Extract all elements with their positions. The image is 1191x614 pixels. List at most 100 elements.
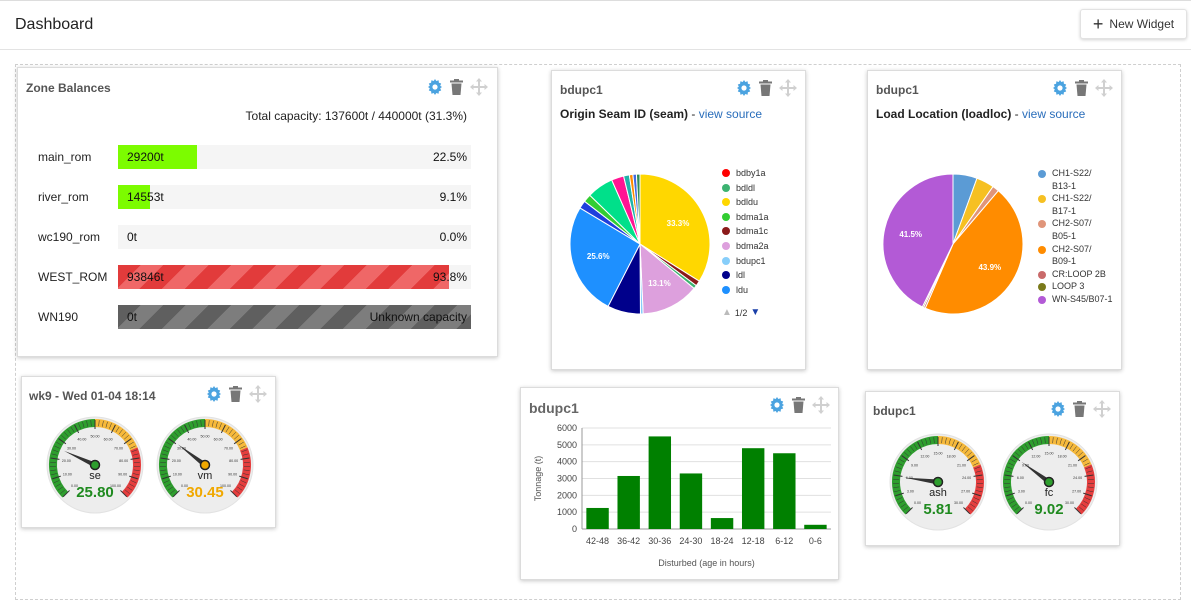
legend-item[interactable]: CR:LOOP 2B (1038, 268, 1113, 281)
pie-slice[interactable] (924, 190, 1024, 315)
bar[interactable] (773, 453, 796, 529)
gauge-tick (162, 475, 171, 480)
move-icon[interactable] (1093, 400, 1111, 418)
gauge-tick (121, 432, 126, 437)
legend-item[interactable]: CH1-S22/B17-1 (1038, 192, 1113, 217)
pager-down-icon[interactable]: ▼ (750, 307, 761, 318)
move-icon[interactable] (470, 78, 488, 96)
zone-name: main_rom (38, 150, 92, 164)
zone-fill (118, 265, 450, 289)
legend-item[interactable]: bdupc1 (722, 254, 769, 269)
gauge-name: se (89, 470, 101, 482)
gauge-tick (233, 438, 242, 445)
legend-item[interactable]: bdma1a (722, 210, 769, 225)
pie-slice[interactable] (639, 242, 695, 315)
gauge-band (964, 464, 984, 515)
gauge-tick (907, 449, 912, 454)
gauge-tick (1052, 437, 1054, 444)
gear-icon[interactable] (206, 386, 222, 402)
y-tick-label: 2000 (557, 490, 577, 500)
gauge-tick (52, 449, 59, 453)
trash-icon[interactable] (1073, 401, 1086, 417)
bar[interactable] (804, 524, 827, 529)
legend-item[interactable]: LOOP 3 (1038, 280, 1113, 293)
legend-item[interactable]: bdma1c (722, 224, 769, 239)
view-source-link[interactable]: view source (1022, 107, 1086, 121)
gauge-tick (167, 486, 173, 491)
pager-up-icon[interactable]: ▲ (722, 307, 732, 318)
gauge-tick (1005, 490, 1011, 493)
legend-label: CH2-S07/B05-1 (1052, 218, 1092, 241)
legend-item[interactable]: bdldu (722, 195, 769, 210)
pie-slice[interactable] (569, 207, 641, 307)
y-tick-label: 0 (572, 524, 577, 534)
trash-icon[interactable] (759, 80, 772, 96)
gauge-tick (109, 423, 112, 429)
legend-label: ldu (736, 284, 749, 295)
gauge-tick (127, 486, 133, 491)
legend-item[interactable]: WN-S45/B07-1 (1038, 293, 1113, 306)
bar[interactable] (648, 436, 672, 529)
legend-item[interactable]: CH1-S22/B13-1 (1038, 167, 1113, 192)
move-icon[interactable] (812, 396, 830, 414)
gear-icon[interactable] (1050, 401, 1066, 417)
gauge-tick (230, 490, 238, 498)
pie-slice[interactable] (635, 173, 641, 245)
gauge-tick (171, 435, 176, 440)
gauge-tick (241, 449, 248, 453)
legend-item[interactable]: bdma2a (722, 239, 769, 254)
gear-icon[interactable] (427, 79, 443, 95)
gauge-band (231, 447, 251, 498)
gauge-scale-label: 24.00 (1073, 476, 1082, 480)
bar[interactable] (741, 448, 765, 529)
gauge-tick (62, 490, 70, 498)
move-icon[interactable] (779, 79, 797, 97)
legend-item[interactable]: CH2-S07/B05-1 (1038, 217, 1113, 242)
widget-title: bdupc1 (873, 404, 916, 418)
gauge-scale-label: 60.00 (214, 438, 223, 442)
gauge-tick (243, 469, 250, 471)
gauge-tick (925, 438, 928, 445)
widget-title: Zone Balances (26, 81, 111, 95)
bar[interactable] (586, 507, 609, 529)
view-source-link[interactable]: view source (698, 107, 763, 121)
pie-slice-label: 13.1% (648, 279, 671, 288)
gauge-scale-label: 30.00 (67, 446, 76, 450)
move-icon[interactable] (1095, 79, 1113, 97)
gauge-tick (1044, 437, 1046, 444)
trash-icon[interactable] (792, 397, 805, 413)
trash-icon[interactable] (1075, 80, 1088, 96)
pie-slice-label: 43.9% (978, 263, 1001, 272)
legend-item[interactable]: bdldl (722, 181, 769, 196)
legend-item[interactable]: ldu (722, 283, 769, 298)
gauge-tick (166, 441, 172, 446)
gauge-tick (893, 486, 900, 488)
widget-tools (1052, 79, 1113, 97)
pie-slice[interactable] (882, 173, 954, 308)
trash-icon[interactable] (229, 386, 242, 402)
gauge-tick (933, 437, 935, 444)
gauge-tick (1011, 503, 1017, 508)
new-widget-button[interactable]: + New Widget (1080, 9, 1187, 39)
gauge-scale-label: 18.00 (1058, 455, 1067, 459)
legend-item[interactable]: bdby1a (722, 166, 769, 181)
legend-label: CH2-S07/B09-1 (1052, 243, 1092, 267)
gauge-tick (184, 424, 190, 434)
pager-text: 1/2 (734, 307, 748, 318)
gauge-tick (1083, 492, 1092, 497)
gauge-tick (162, 449, 169, 453)
trash-icon[interactable] (450, 79, 463, 95)
legend-item[interactable]: CH2-S07/B09-1 (1038, 243, 1113, 268)
bar[interactable] (617, 475, 640, 529)
bar[interactable] (710, 518, 734, 529)
bar[interactable] (679, 473, 703, 529)
gear-icon[interactable] (769, 397, 785, 413)
gauge-tick (1075, 449, 1080, 454)
gauge-tick (208, 420, 210, 427)
gauge-tick (57, 486, 63, 491)
zone-percent: Unknown capacity (369, 310, 467, 324)
gear-icon[interactable] (736, 80, 752, 96)
legend-item[interactable]: ldl (722, 268, 769, 283)
gear-icon[interactable] (1052, 80, 1068, 96)
move-icon[interactable] (249, 385, 267, 403)
